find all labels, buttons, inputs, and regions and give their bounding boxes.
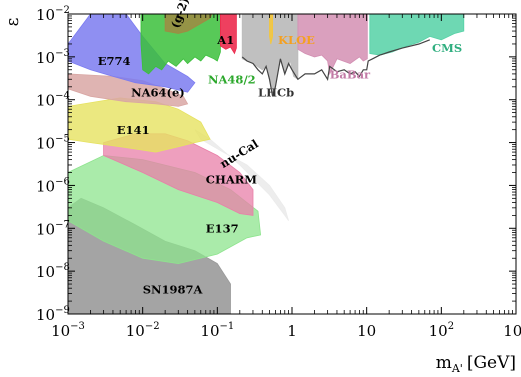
label-e137: E137 [206, 221, 239, 235]
x-tick-label: 10−3 [51, 321, 85, 340]
y-tick-label: 10−4 [36, 91, 70, 110]
axes: 10−3 10−2 10−1 1 10 102 103 10−9 10−8 10−7 10−6 10−… [3, 5, 521, 375]
label-charm: CHARM [206, 173, 257, 187]
y-tick-label: 10−2 [36, 5, 70, 24]
y-tick-label: 10−6 [36, 176, 70, 195]
region-na48-2 [140, 14, 221, 75]
region-kloe [269, 14, 274, 45]
limit-curves [241, 39, 431, 97]
y-tick-label: 10−3 [36, 48, 70, 67]
region-babar [297, 14, 368, 76]
label-lhcb: LHCb [258, 85, 294, 99]
label-sn1987a: SN1987A [143, 283, 204, 297]
y-tick-label: 10−8 [36, 262, 70, 281]
y-tick-label: 10−5 [36, 134, 70, 153]
region-e774 [68, 14, 196, 93]
label-e141: E141 [117, 123, 150, 137]
x-tick-label: 10−1 [200, 321, 234, 340]
curve-lhcb-limit [241, 39, 431, 97]
x-tick-label: 102 [429, 321, 454, 340]
label-a1: A1 [216, 33, 234, 47]
label-babar: BaBar [330, 68, 371, 82]
label-cms: CMS [432, 41, 462, 55]
label-na64-e: NA64(e) [131, 85, 185, 99]
x-tick-label: 1 [287, 322, 297, 340]
region-a1 [219, 14, 237, 55]
exclusion-regions [68, 14, 465, 314]
x-tick-label: 10 [357, 322, 376, 340]
label-na48-2: NA48/2 [208, 72, 256, 86]
x-tick-label: 10−2 [126, 321, 160, 340]
y-tick-label: 10−7 [36, 219, 70, 238]
x-axis-title: mA' [GeV] [436, 353, 516, 375]
x-tick-label: 103 [503, 321, 521, 340]
y-axis-title: ε [3, 17, 23, 26]
label-e774: E774 [98, 54, 131, 68]
label-nu-cal: nu-Cal [217, 136, 261, 171]
label-kloe: KLOE [278, 33, 315, 47]
region-g-2-e [164, 14, 213, 34]
region-cms [369, 14, 465, 56]
y-tick-label: 10−9 [36, 305, 70, 324]
